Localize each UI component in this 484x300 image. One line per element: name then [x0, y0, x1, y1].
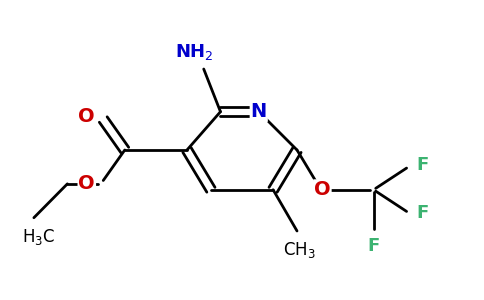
Text: O: O: [78, 174, 95, 194]
Text: NH$_2$: NH$_2$: [175, 42, 213, 62]
Text: F: F: [417, 156, 429, 174]
Text: N: N: [251, 102, 267, 121]
Text: O: O: [78, 106, 95, 126]
Text: CH$_3$: CH$_3$: [283, 240, 316, 260]
Text: F: F: [367, 237, 379, 255]
Text: O: O: [314, 180, 331, 199]
Text: H$_3$C: H$_3$C: [22, 226, 55, 247]
Text: F: F: [417, 204, 429, 222]
